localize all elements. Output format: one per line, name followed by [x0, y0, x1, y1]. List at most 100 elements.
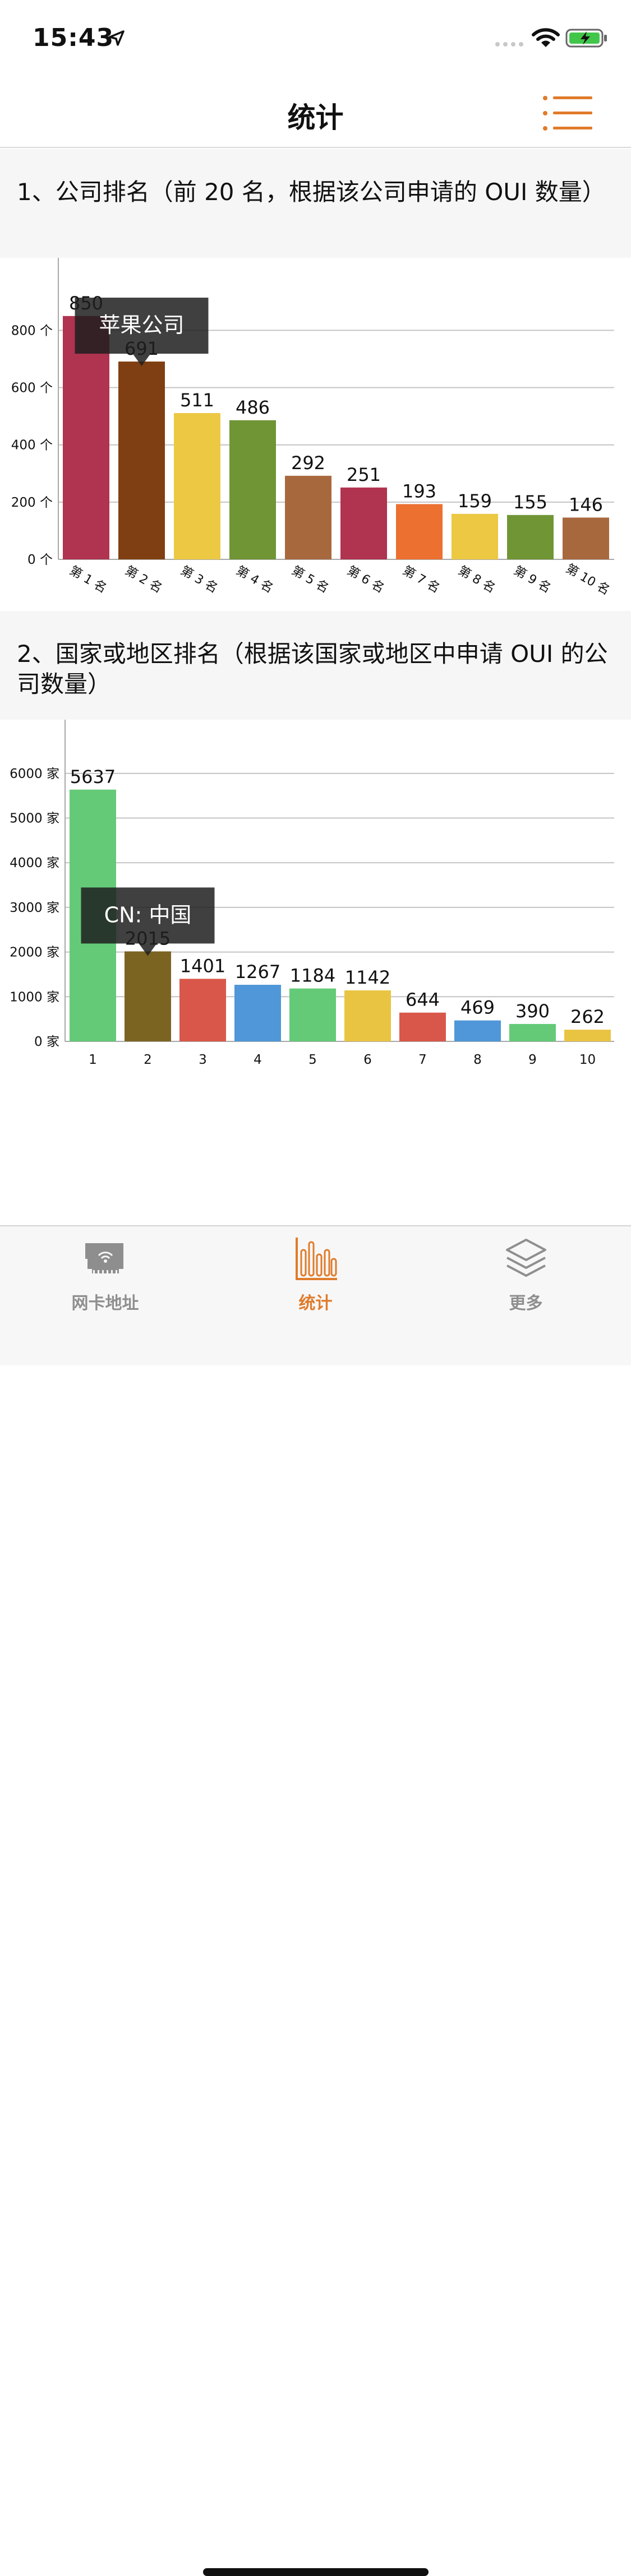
x-category-label: 第 5 名	[289, 564, 331, 596]
bar[interactable]	[340, 487, 387, 559]
bar[interactable]	[289, 988, 336, 1041]
x-category-label: 第 1 名	[67, 564, 109, 596]
bar-value-label: 1401	[180, 955, 225, 976]
tooltip-pointer	[132, 354, 151, 367]
status-bar: 15:43	[0, 0, 631, 78]
x-category-label: 9	[528, 1053, 537, 1067]
bar-value-label: 511	[180, 390, 214, 411]
battery-charging-icon	[565, 29, 607, 48]
tab-label: 网卡地址	[71, 1294, 139, 1313]
country-ranking-chart[interactable]: 0 家 1000 家 2000 家 3000 家 4000 家 5000 家 6000 家 5…	[0, 720, 631, 1078]
status-time: 15:43	[33, 24, 114, 52]
bar-value-label: 1267	[235, 961, 280, 983]
x-category-label: 1	[89, 1053, 97, 1067]
bar[interactable]	[118, 362, 165, 559]
home-indicator	[203, 2568, 429, 2576]
x-category-label: 第 8 名	[455, 564, 498, 596]
y-tick-label: 6000 家	[10, 767, 59, 781]
x-category-label: 第 2 名	[122, 564, 164, 596]
bar[interactable]	[564, 1030, 611, 1041]
tab-bar: 网卡地址 统计 更多	[0, 1225, 631, 2576]
x-category-label: 第 9 名	[511, 564, 553, 596]
menu-list-icon[interactable]	[542, 94, 593, 132]
location-arrow-icon	[109, 30, 125, 46]
section-title: 2、国家或地区排名（根据该国家或地区中申请 OUI 的公司数量）	[17, 640, 608, 698]
tooltip-pointer	[139, 943, 157, 956]
bar-value-label: 159	[458, 490, 492, 512]
layers-icon	[505, 1239, 546, 1277]
x-category-label: 6	[363, 1053, 372, 1067]
bar-value-label: 1142	[345, 967, 390, 988]
y-tick-label: 5000 家	[10, 812, 59, 826]
bar[interactable]	[125, 951, 171, 1041]
x-category-label: 10	[579, 1053, 596, 1067]
bar[interactable]	[285, 475, 331, 559]
x-category-label: 4	[254, 1053, 262, 1067]
bar[interactable]	[179, 979, 226, 1041]
bar[interactable]	[396, 504, 443, 559]
section-header-country-ranking: 2、国家或地区排名（根据该国家或地区中申请 OUI 的公司数量）	[0, 611, 631, 720]
bar-value-label: 146	[569, 494, 603, 515]
x-category-label: 3	[199, 1053, 207, 1067]
tab-network-address[interactable]: 网卡地址	[0, 1236, 210, 1326]
y-tick-label: 2000 家	[10, 946, 59, 960]
bar-value-label: 193	[402, 480, 436, 502]
section-title: 1、公司排名（前 20 名，根据该公司申请的 OUI 数量）	[17, 178, 606, 206]
bar-value-label: 469	[460, 997, 495, 1018]
y-tick-label: 0 家	[34, 1035, 59, 1049]
bar-value-label: 155	[513, 492, 547, 513]
bar-chart-icon	[295, 1238, 337, 1280]
section-header-company-ranking: 1、公司排名（前 20 名，根据该公司申请的 OUI 数量）	[0, 149, 631, 258]
bar-value-label: 292	[291, 452, 325, 474]
tab-more[interactable]: 更多	[421, 1236, 631, 1326]
x-category-label: 第 3 名	[178, 564, 220, 596]
bar[interactable]	[344, 990, 391, 1041]
bar[interactable]	[454, 1020, 501, 1041]
y-tick-label: 0 个	[27, 553, 53, 567]
x-category-label: 第 7 名	[400, 564, 442, 596]
wifi-icon	[532, 28, 560, 47]
bar-value-label: 251	[347, 464, 381, 485]
tab-label: 统计	[298, 1294, 333, 1313]
tooltip-box	[81, 887, 215, 944]
bar-value-label: 644	[406, 989, 440, 1011]
country-ranking-chart-svg[interactable]: 0 家 1000 家 2000 家 3000 家 4000 家 5000 家 6000 家 5…	[0, 720, 631, 1078]
y-tick-label: 800 个	[11, 323, 53, 338]
x-category-label: 5	[308, 1053, 317, 1067]
bar[interactable]	[229, 420, 276, 559]
tooltip-text: 苹果公司	[99, 313, 184, 337]
x-category-label: 第 6 名	[344, 564, 386, 596]
cellular-signal-icon	[495, 42, 523, 47]
y-tick-label: 4000 家	[10, 856, 59, 870]
bar[interactable]	[63, 316, 109, 559]
bar[interactable]	[452, 513, 498, 559]
bar-value-label: 5637	[70, 766, 116, 787]
network-card-icon	[85, 1243, 123, 1273]
y-tick-label: 1000 家	[10, 990, 59, 1004]
bar[interactable]	[507, 515, 554, 559]
y-tick-label: 3000 家	[10, 901, 59, 915]
bar-value-label: 486	[236, 397, 270, 418]
bar-value-label: 1184	[290, 965, 335, 986]
bar[interactable]	[563, 517, 609, 559]
bar-value-label: 390	[515, 1000, 550, 1022]
page-title: 统计	[287, 101, 344, 134]
y-tick-label: 200 个	[11, 495, 53, 510]
navigation-bar: 统计	[0, 78, 631, 148]
tab-label: 更多	[509, 1294, 543, 1313]
tooltip-box	[75, 298, 209, 354]
bar[interactable]	[509, 1023, 556, 1041]
x-category-label: 第 4 名	[233, 564, 275, 596]
tab-statistics[interactable]: 统计	[210, 1236, 421, 1326]
y-tick-label: 600 个	[11, 381, 53, 396]
tooltip-text: CN: 中国	[104, 902, 192, 927]
x-category-label: 7	[418, 1053, 427, 1067]
y-tick-label: 400 个	[11, 438, 53, 453]
bar-value-label: 262	[570, 1006, 605, 1027]
x-category-label: 8	[473, 1053, 482, 1067]
bar[interactable]	[399, 1012, 446, 1041]
bar[interactable]	[234, 985, 281, 1041]
bar[interactable]	[174, 413, 220, 559]
